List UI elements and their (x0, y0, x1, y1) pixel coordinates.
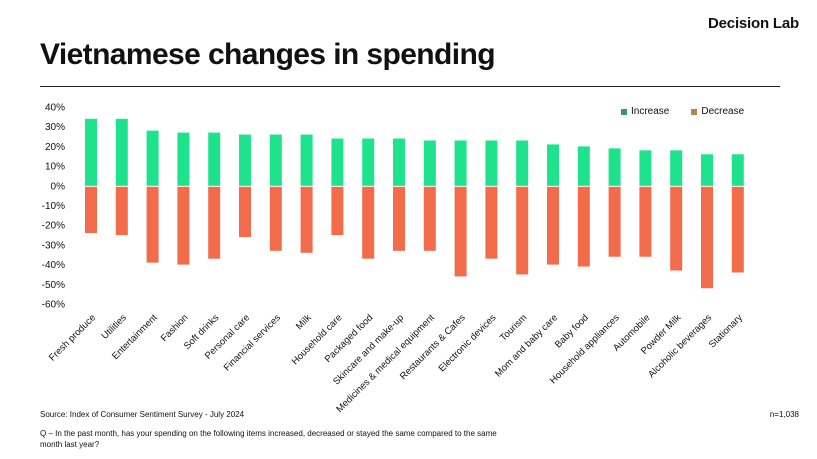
bar-decrease (300, 186, 313, 253)
y-axis: 40% 30% 20% 10% 0% -10% -20% -30% -40% -50% -60% (42, 103, 65, 311)
bar-decrease (577, 186, 590, 267)
bar-increase (362, 138, 375, 186)
x-tick-label: Financial services (222, 312, 283, 373)
sample-size: n=1,038 (769, 410, 799, 419)
bar-increase (731, 154, 744, 186)
y-tick-label: -20% (42, 221, 65, 232)
bar-increase (547, 144, 559, 186)
y-tick-label: -60% (42, 300, 65, 311)
bar-increase (115, 118, 128, 186)
y-tick-label: -40% (42, 260, 65, 271)
bar-increase (177, 132, 190, 186)
bar-increase (516, 140, 529, 186)
bar-decrease (701, 186, 713, 289)
bar-increase (485, 140, 498, 186)
y-tick-label: 40% (45, 103, 65, 114)
bar-decrease (269, 186, 282, 251)
y-tick-label: 30% (45, 122, 65, 133)
y-tick-label: -50% (42, 280, 65, 291)
bar-decrease (485, 186, 498, 259)
bar-decrease (547, 186, 559, 265)
bar-decrease (608, 186, 621, 257)
legend-label-decrease: Decrease (701, 106, 745, 117)
bar-decrease (731, 186, 744, 273)
bar-increase (393, 138, 405, 186)
bar-decrease (423, 186, 436, 251)
x-tick-label: Electronic devices (437, 312, 499, 374)
x-tick-label: Stationary (707, 312, 745, 350)
y-tick-label: -10% (42, 201, 65, 212)
x-tick-label: Fresh produce (47, 312, 98, 363)
source-note: Source: Index of Consumer Sentiment Surv… (40, 410, 245, 419)
title-divider (40, 86, 780, 87)
x-tick-label: Milk (294, 312, 314, 332)
bar-increase (608, 148, 621, 186)
x-tick-label: Utilities (99, 312, 129, 342)
bar-increase (454, 140, 467, 186)
bar-increase (269, 134, 282, 186)
bar-decrease (177, 186, 190, 265)
bar-decrease (85, 186, 97, 234)
bar-decrease (670, 186, 683, 271)
survey-question: Q – In the past month, has your spending… (40, 429, 497, 449)
bar-increase (300, 134, 313, 186)
bar-decrease (208, 186, 221, 259)
legend-label-increase: Increase (631, 106, 670, 117)
brand-logo: Decision Lab (708, 15, 799, 32)
bar-increase (639, 150, 652, 186)
y-tick-label: 0% (51, 181, 66, 192)
bar-increase (146, 130, 159, 186)
bar-increase (331, 138, 344, 186)
legend-swatch-increase (621, 108, 627, 115)
bar-decrease (115, 186, 128, 236)
bar-decrease (393, 186, 405, 251)
y-tick-label: 20% (45, 142, 65, 153)
bar-decrease (146, 186, 159, 263)
legend: Increase Decrease (621, 106, 744, 117)
bar-increase (239, 134, 251, 186)
y-tick-label: 10% (45, 162, 65, 173)
bar-decrease (639, 186, 652, 257)
bar-increase (670, 150, 683, 186)
bar-increase (577, 146, 590, 186)
y-tick-label: -30% (42, 240, 65, 251)
bar-decrease (239, 186, 251, 238)
bar-increase (208, 132, 221, 186)
page-title: Vietnamese changes in spending (40, 38, 496, 71)
bar-decrease (362, 186, 375, 259)
bar-decrease (331, 186, 344, 236)
bar-decrease (516, 186, 529, 275)
bar-increase (85, 118, 97, 186)
legend-item-decrease: Decrease (691, 106, 744, 117)
legend-swatch-decrease (691, 108, 698, 115)
bars (85, 118, 744, 289)
bar-increase (701, 154, 713, 186)
bar-increase (423, 140, 436, 186)
legend-item-increase: Increase (621, 106, 669, 117)
bar-decrease (454, 186, 467, 277)
